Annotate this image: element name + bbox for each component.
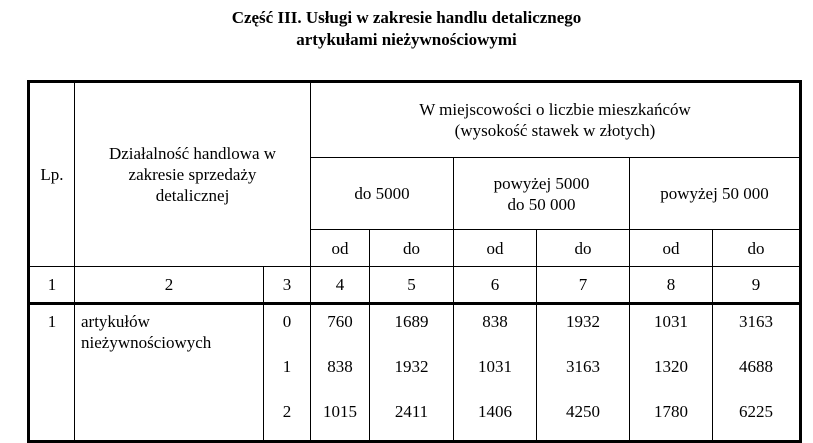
cell: 1031 [629, 303, 713, 350]
sub-key: 0 [263, 303, 311, 350]
header-od: od [453, 229, 537, 267]
col-number: 6 [453, 266, 537, 305]
rates-table: Lp. Działalność handlowa w zakresie sprze… [27, 80, 802, 443]
row-activity: artykułów nieżywnościowych [74, 303, 264, 442]
cell: 6225 [712, 395, 801, 442]
header-range: powyżej 5000 do 50 000 [453, 157, 630, 230]
page-title: Część III. Usługi w zakresie handlu deta… [0, 7, 813, 51]
cell: 4250 [536, 395, 630, 442]
header-lp: Lp. [28, 81, 75, 267]
cell: 3163 [712, 303, 801, 350]
header-od: od [629, 229, 713, 267]
col-number: 1 [28, 266, 75, 305]
cell: 1932 [369, 350, 454, 395]
row-lp: 1 [28, 303, 75, 442]
cell: 838 [453, 303, 537, 350]
cell: 3163 [536, 350, 630, 395]
cell: 1689 [369, 303, 454, 350]
sub-key: 2 [263, 395, 311, 442]
cell: 4688 [712, 350, 801, 395]
header-do: do [536, 229, 630, 267]
table-row: 1 838 1932 1031 3163 1320 4688 [29, 350, 801, 395]
header-range: do 5000 [310, 157, 454, 230]
col-number: 5 [369, 266, 454, 305]
header-do: do [369, 229, 454, 267]
header-group: W miejscowości o liczbie mieszkańców (wy… [310, 81, 801, 158]
col-number: 2 [74, 266, 264, 305]
cell: 1780 [629, 395, 713, 442]
cell: 838 [310, 350, 370, 395]
cell: 1031 [453, 350, 537, 395]
table-row: 2 1015 2411 1406 4250 1780 6225 [29, 395, 801, 442]
header-activity: Działalność handlowa w zakresie sprzedaż… [74, 81, 311, 267]
col-number: 4 [310, 266, 370, 305]
cell: 1932 [536, 303, 630, 350]
col-number: 3 [263, 266, 311, 305]
col-number: 8 [629, 266, 713, 305]
col-number: 7 [536, 266, 630, 305]
cell: 1320 [629, 350, 713, 395]
header-od: od [310, 229, 370, 267]
table-row: 1 artykułów nieżywnościowych 0 760 1689 838 1… [28, 303, 801, 442]
cell: 1015 [310, 395, 370, 442]
title-line-2: artykułami nieżywnościowymi [296, 30, 517, 49]
header-range: powyżej 50 000 [629, 157, 801, 230]
sub-key: 1 [263, 350, 311, 395]
title-line-1: Część III. Usługi w zakresie handlu deta… [231, 8, 582, 27]
header-do: do [712, 229, 801, 267]
cell: 2411 [369, 395, 454, 442]
col-number: 9 [712, 266, 801, 305]
cell: 1406 [453, 395, 537, 442]
cell: 760 [310, 303, 370, 350]
